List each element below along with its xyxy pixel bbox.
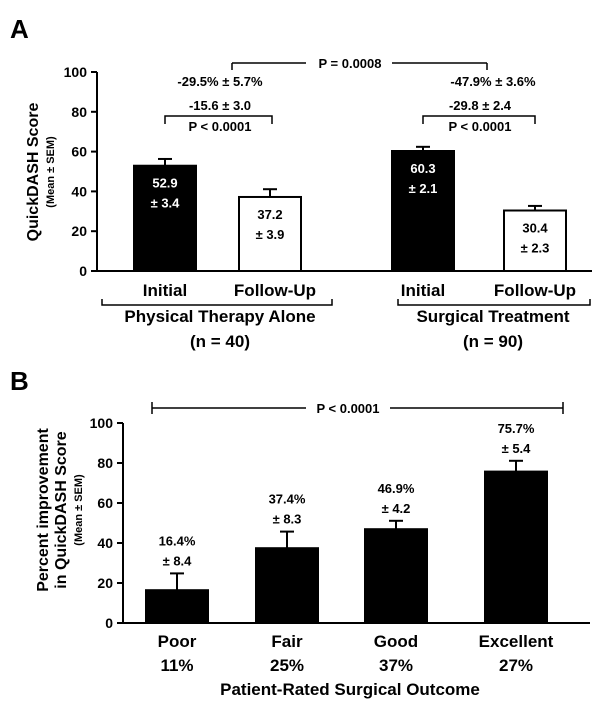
chart-a-y-sublabel: (Mean ± SEM) xyxy=(45,136,57,208)
chart-a-bars: 52.9 ± 3.4 37.2 ± 3.9 60.3 ± 2.1 30.4 ± 2.3 xyxy=(133,145,567,273)
chart-a-group-label: Surgical Treatment xyxy=(416,307,569,326)
chart-b-bar xyxy=(364,528,428,625)
chart-a-sem-label: ± 2.3 xyxy=(521,241,550,256)
chart-a-group-pct: -29.5% ± 5.7% xyxy=(177,74,263,89)
chart-a-y-tick-label: 80 xyxy=(71,104,87,120)
chart-b-y-ticks: 0 20 40 60 80 100 xyxy=(90,415,123,631)
chart-a-group-bracket xyxy=(397,299,591,306)
chart-b-y-tick-label: 0 xyxy=(105,615,113,631)
chart-a-y-tick-label: 100 xyxy=(64,64,88,80)
chart-b-cat-label: Poor xyxy=(158,632,197,651)
chart-a-value-label: 52.9 xyxy=(152,176,177,191)
chart-b-bar xyxy=(484,470,548,624)
chart-b-value-label: 46.9% xyxy=(378,481,415,496)
chart-b-y-tick-label: 60 xyxy=(97,495,113,511)
chart-a-value-label: 60.3 xyxy=(410,161,435,176)
chart-b-sem-label: ± 4.2 xyxy=(382,501,411,516)
panel-b-label: B xyxy=(10,366,29,396)
chart-b-p-bg xyxy=(306,400,390,416)
chart-a-bar xyxy=(238,195,302,272)
chart-a-within-bracket xyxy=(422,115,536,124)
chart-b-cat-pct: 27% xyxy=(499,656,533,675)
chart-a-cat-label: Initial xyxy=(401,281,445,300)
chart-b-y-label: Percent improvement xyxy=(35,428,52,592)
chart-b-sem-label: ± 8.3 xyxy=(273,512,302,527)
chart-a-y-tick-label: 60 xyxy=(71,144,87,160)
chart-a-sem-label: ± 3.9 xyxy=(256,227,285,242)
chart-b-y-label-2: in QuickDASH Score xyxy=(53,431,70,588)
chart-b-x-label: Patient-Rated Surgical Outcome xyxy=(220,680,480,699)
chart-b-y-sublabel: (Mean ± SEM) xyxy=(73,474,85,546)
chart-a-value-label: 37.2 xyxy=(257,207,282,222)
chart-b-bar xyxy=(145,589,209,625)
chart-a-p-bg xyxy=(306,55,392,71)
chart-b-sem-label: ± 8.4 xyxy=(163,553,193,568)
chart-b-categories: Poor 11% Fair 25% Good 37% Excellent 27% xyxy=(158,632,554,675)
chart-a-sem-label: ± 3.4 xyxy=(151,196,181,211)
chart-a-group-label: Physical Therapy Alone xyxy=(124,307,315,326)
chart-b-bars: 16.4% ± 8.4 37.4% ± 8.3 46.9% ± 4.2 75.7% ± 5.4 xyxy=(145,421,548,625)
chart-a-bar xyxy=(503,209,567,272)
chart-a-group-p: P < 0.0001 xyxy=(448,119,511,134)
chart-b-cat-pct: 11% xyxy=(160,656,193,675)
chart-a-bar xyxy=(133,164,197,273)
chart-b-y-tick-label: 80 xyxy=(97,455,113,471)
chart-a-group-n: (n = 40) xyxy=(190,332,250,351)
chart-b-value-label: 75.7% xyxy=(498,421,535,436)
chart-b-y-tick-label: 40 xyxy=(97,535,113,551)
chart-a-y-label: QuickDASH Score xyxy=(25,103,42,242)
chart-a-cat-label: Initial xyxy=(143,281,187,300)
chart-a-group-bracket xyxy=(101,299,333,306)
chart-b-value-label: 16.4% xyxy=(159,533,196,548)
chart-a-value-label: 30.4 xyxy=(522,221,548,236)
chart-b-cat-label: Excellent xyxy=(479,632,554,651)
chart-b-cat-label: Fair xyxy=(271,632,303,651)
chart-a-group-diff: -29.8 ± 2.4 xyxy=(449,98,512,113)
chart-b-cat-label: Good xyxy=(374,632,418,651)
chart-a-group-pct: -47.9% ± 3.6% xyxy=(450,74,536,89)
chart-a-y-tick-label: 0 xyxy=(79,263,87,279)
chart-b-y-tick-label: 20 xyxy=(97,575,113,591)
chart-a-cat-label: Follow-Up xyxy=(234,281,316,300)
chart-a-within-bracket xyxy=(164,115,273,124)
chart-b-bar xyxy=(255,547,319,625)
panel-a-label: A xyxy=(10,14,29,44)
chart-a-between-p: P = 0.0008 xyxy=(318,56,381,71)
chart-a-group-p: P < 0.0001 xyxy=(188,119,251,134)
chart-a-y-tick-label: 20 xyxy=(71,223,87,239)
chart-a-y-tick-label: 40 xyxy=(71,183,87,199)
chart-a-group-n: (n = 90) xyxy=(463,332,523,351)
chart-b-cat-pct: 25% xyxy=(270,656,304,675)
chart-a-y-ticks: 0 20 40 60 80 100 xyxy=(64,64,97,279)
chart-a-bar xyxy=(391,150,455,273)
chart-b-sem-label: ± 5.4 xyxy=(502,441,532,456)
chart-b-cat-pct: 37% xyxy=(379,656,413,675)
chart-b-y-tick-label: 100 xyxy=(90,415,114,431)
chart-a-cat-label: Follow-Up xyxy=(494,281,576,300)
chart-a-group-diff: -15.6 ± 3.0 xyxy=(189,98,251,113)
chart-a-sem-label: ± 2.1 xyxy=(409,181,438,196)
chart-b-overall-p: P < 0.0001 xyxy=(316,401,379,416)
chart-b-value-label: 37.4% xyxy=(269,492,306,507)
